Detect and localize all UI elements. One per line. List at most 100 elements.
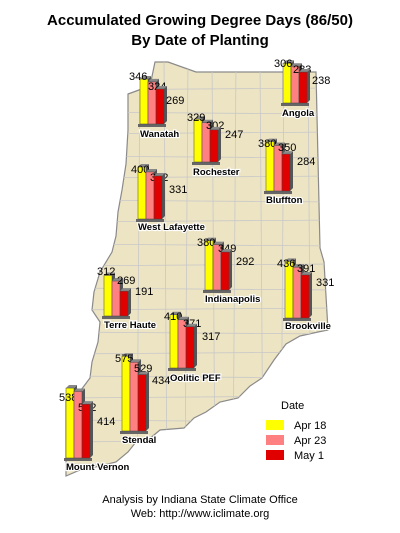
bar-base [264, 191, 292, 194]
bar-top [154, 172, 165, 176]
bar-top [293, 264, 304, 268]
bar-value-label: 414 [97, 416, 115, 428]
station-name-label: Indianapolis [205, 294, 260, 305]
bar-top [301, 271, 312, 275]
station-name-label: Terre Haute [104, 320, 156, 331]
bar-top [274, 142, 285, 146]
station-west-lafayette: 400362331West Lafayette [131, 164, 206, 234]
bar-value-label: 331 [316, 277, 334, 289]
bar-side [162, 172, 165, 219]
bar-value-label: 292 [236, 256, 254, 268]
bar-may-1 [209, 129, 219, 163]
bar-top [146, 168, 157, 172]
bar-side [194, 323, 197, 368]
bar-top [148, 78, 159, 82]
map-title: Accumulated Growing Degree Days (86/50) [47, 12, 353, 29]
bar-side [307, 69, 310, 103]
bar-base [168, 368, 196, 371]
bar-may-1 [81, 403, 91, 459]
bar-side [146, 371, 149, 431]
bar-side [128, 288, 131, 316]
bar-top [138, 371, 149, 375]
station-bar-groups: 346324269Wanatah306283238Angola329302247… [59, 58, 334, 474]
bar-may-1 [220, 251, 230, 291]
station-name-label: Bluffton [266, 195, 303, 206]
bar-top [130, 359, 141, 363]
bar-apr-18 [103, 275, 113, 317]
bar-value-label: 380 [258, 138, 276, 150]
bar-apr-18 [121, 356, 131, 432]
bar-top [205, 237, 216, 241]
station-name-label: Oolitic PEF [170, 373, 221, 384]
county-line [66, 331, 328, 335]
legend-swatch [266, 435, 284, 445]
station-name-label: Mount Vernon [66, 462, 130, 473]
bar-top [282, 151, 293, 155]
bar-top [74, 388, 85, 392]
bar-base [120, 431, 148, 434]
footer-credit: Analysis by Indiana State Climate Office [102, 494, 298, 506]
bar-base [203, 290, 231, 293]
footer-web: Web: http://www.iclimate.org [130, 508, 270, 520]
station-name-label: Wanatah [140, 129, 179, 140]
bar-value-label: 191 [135, 286, 153, 298]
bar-top [210, 126, 221, 130]
bar-side [309, 271, 312, 318]
legend-title: Date [281, 400, 304, 412]
bar-value-label: 350 [278, 142, 296, 154]
bar-base [281, 103, 309, 106]
bar-may-1 [153, 175, 163, 220]
bar-top [112, 278, 123, 282]
bar-value-label: 400 [131, 164, 149, 176]
bar-value-label: 269 [166, 95, 184, 107]
station-name-label: West Lafayette [138, 222, 205, 233]
station-name-label: Stendal [122, 435, 156, 446]
bar-apr-18 [139, 78, 149, 125]
bar-top [138, 164, 149, 167]
bar-side [290, 151, 293, 191]
station-name-label: Brookville [285, 321, 331, 332]
bar-top [120, 288, 131, 292]
bar-top [291, 63, 302, 67]
bar-top [202, 119, 213, 123]
legend-label: May 1 [294, 450, 324, 462]
bar-top [213, 241, 224, 245]
bar-may-1 [281, 153, 291, 192]
bar-top [122, 353, 133, 357]
bar-side [229, 249, 232, 290]
station-oolitic-pef: 410371317Oolitic PEF [164, 311, 222, 385]
bar-top [283, 60, 294, 64]
bar-side [164, 86, 167, 124]
bar-base [192, 162, 220, 165]
bar-top [104, 272, 115, 276]
bar-top [66, 385, 77, 389]
map-subtitle: By Date of Planting [131, 32, 269, 49]
bar-value-label: 436 [277, 258, 295, 270]
bar-top [299, 69, 310, 73]
bar-may-1 [298, 71, 308, 104]
bar-top [170, 311, 181, 315]
bar-top [178, 316, 189, 320]
bar-base [136, 219, 164, 222]
bar-top [266, 138, 277, 142]
bar-value-label: 331 [169, 184, 187, 196]
station-name-label: Rochester [193, 167, 240, 178]
bar-may-1 [137, 374, 147, 432]
bar-top [140, 76, 151, 80]
bar-value-label: 312 [97, 266, 115, 278]
bar-value-label: 306 [274, 58, 292, 70]
bar-value-label: 238 [312, 75, 330, 87]
bar-top [156, 86, 167, 90]
bar-apr-18 [193, 118, 203, 163]
bar-value-label: 317 [202, 331, 220, 343]
legend-swatch [266, 450, 284, 460]
bar-base [283, 318, 311, 321]
bar-base [138, 124, 166, 127]
bar-value-label: 329 [187, 112, 205, 124]
